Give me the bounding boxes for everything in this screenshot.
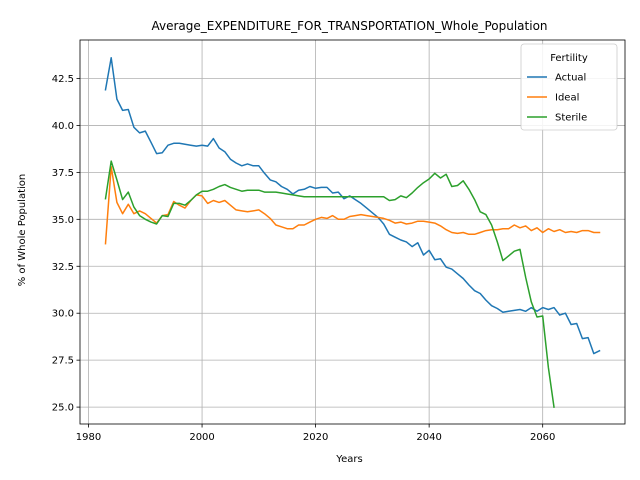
x-tick-label: 1980 [76, 432, 101, 443]
legend-label-ideal: Ideal [555, 93, 579, 104]
x-tick-label: 2020 [303, 432, 328, 443]
chart-title: Average_EXPENDITURE_FOR_TRANSPORTATION_W… [151, 19, 547, 33]
y-tick-label: 32.5 [52, 262, 74, 273]
x-tick-label: 2000 [189, 432, 214, 443]
y-tick-label: 40.0 [52, 121, 74, 132]
x-tick-label: 2040 [416, 432, 441, 443]
legend-label-actual: Actual [555, 73, 586, 84]
y-tick-label: 25.0 [52, 403, 74, 414]
y-axis-label: % of Whole Population [17, 174, 28, 287]
legend-title: Fertility [550, 53, 588, 64]
y-tick-label: 35.0 [52, 215, 74, 226]
y-tick-label: 42.5 [52, 74, 74, 85]
legend-label-sterile: Sterile [555, 113, 587, 124]
y-tick-label: 37.5 [52, 168, 74, 179]
legend: Fertility Actual Ideal Sterile [521, 44, 617, 130]
x-axis-label: Years [335, 454, 362, 465]
y-tick-label: 27.5 [52, 356, 74, 367]
x-tick-label: 2060 [530, 432, 555, 443]
y-tick-label: 30.0 [52, 309, 74, 320]
